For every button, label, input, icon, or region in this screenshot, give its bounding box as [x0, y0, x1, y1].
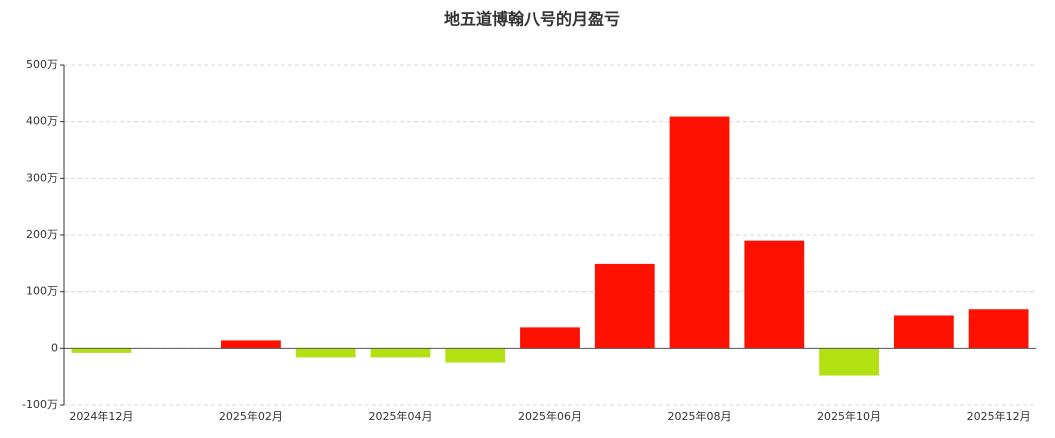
y-tick-label: 100万	[26, 285, 58, 298]
y-tick-label: -100万	[22, 398, 58, 411]
x-tick-label: 2025年12月	[967, 409, 1031, 423]
y-tick-label: 200万	[26, 228, 58, 241]
x-tick-label: 2025年06月	[518, 409, 582, 423]
y-tick-label: 400万	[26, 115, 58, 128]
bar	[744, 240, 805, 349]
chart-title: 地五道博翰八号的月盈亏	[444, 10, 620, 29]
bar	[968, 309, 1029, 349]
bar	[445, 348, 506, 363]
y-tick-label: 300万	[26, 171, 58, 184]
x-tick-label: 2024年12月	[69, 409, 133, 423]
bar	[819, 348, 879, 376]
x-tick-label: 2025年10月	[817, 409, 881, 423]
y-tick-label: 500万	[26, 58, 58, 71]
bar	[669, 116, 730, 349]
bar	[221, 340, 281, 349]
y-tick-label: 0	[51, 341, 58, 354]
bar	[295, 348, 356, 358]
bar	[370, 348, 431, 358]
bar	[594, 263, 655, 349]
bar	[893, 315, 954, 349]
bar	[71, 348, 132, 353]
bar	[520, 327, 580, 349]
x-tick-label: 2025年08月	[668, 409, 732, 423]
x-tick-label: 2025年02月	[219, 409, 283, 423]
x-tick-label: 2025年04月	[368, 409, 432, 423]
